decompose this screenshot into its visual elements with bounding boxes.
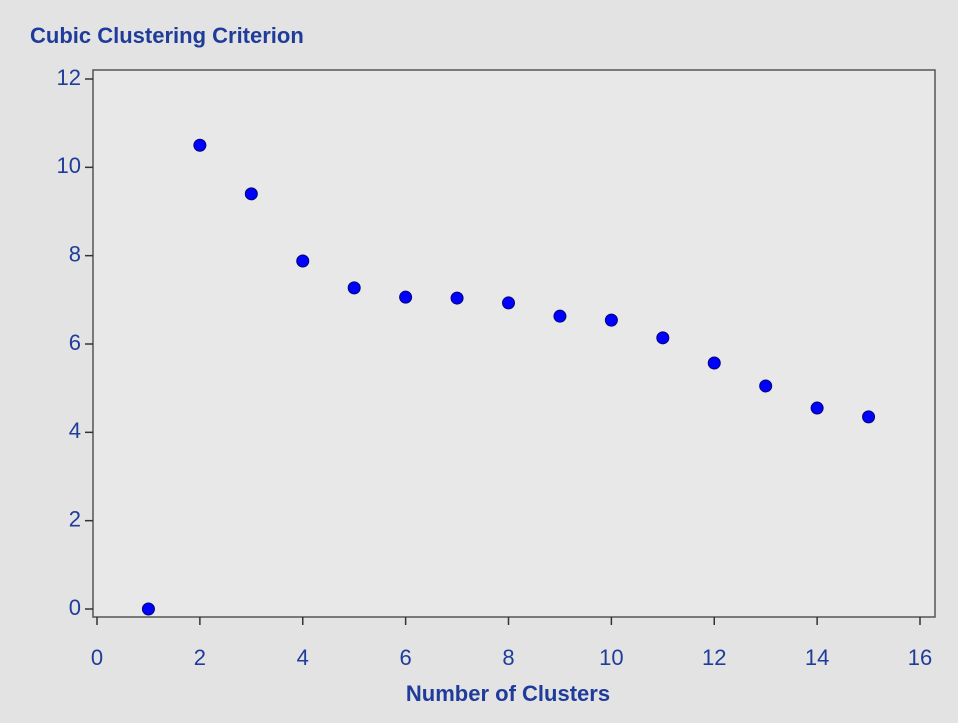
point — [604, 313, 618, 327]
x-tick-label: 0 — [91, 645, 103, 670]
y-tick-label: 2 — [69, 506, 81, 531]
x-tick-label: 12 — [702, 645, 726, 670]
point — [347, 281, 361, 295]
y-tick-label: 0 — [69, 595, 81, 620]
point — [193, 138, 207, 152]
x-tick-label: 6 — [400, 645, 412, 670]
point — [862, 410, 876, 424]
point — [450, 291, 464, 305]
y-tick-label: 12 — [57, 65, 81, 90]
x-tick-label: 14 — [805, 645, 829, 670]
point — [553, 309, 567, 323]
chart-title: Cubic Clustering Criterion — [30, 23, 304, 48]
y-tick-label: 6 — [69, 330, 81, 355]
plot-area — [92, 69, 936, 618]
x-axis-label: Number of Clusters — [406, 681, 610, 706]
point — [759, 379, 773, 393]
point — [656, 331, 670, 345]
point — [141, 602, 155, 616]
point — [244, 187, 258, 201]
y-tick-label: 8 — [69, 241, 81, 266]
y-tick-label: 10 — [57, 153, 81, 178]
point — [502, 296, 515, 310]
x-tick-label: 4 — [297, 645, 309, 670]
x-tick-label: 8 — [502, 645, 514, 670]
x-tick-label: 2 — [194, 645, 206, 670]
x-tick-label: 10 — [599, 645, 623, 670]
y-tick-label: 4 — [69, 418, 81, 443]
point — [296, 254, 310, 268]
point — [399, 290, 413, 304]
x-tick-label: 16 — [908, 645, 932, 670]
point — [810, 401, 824, 415]
point — [707, 356, 721, 370]
